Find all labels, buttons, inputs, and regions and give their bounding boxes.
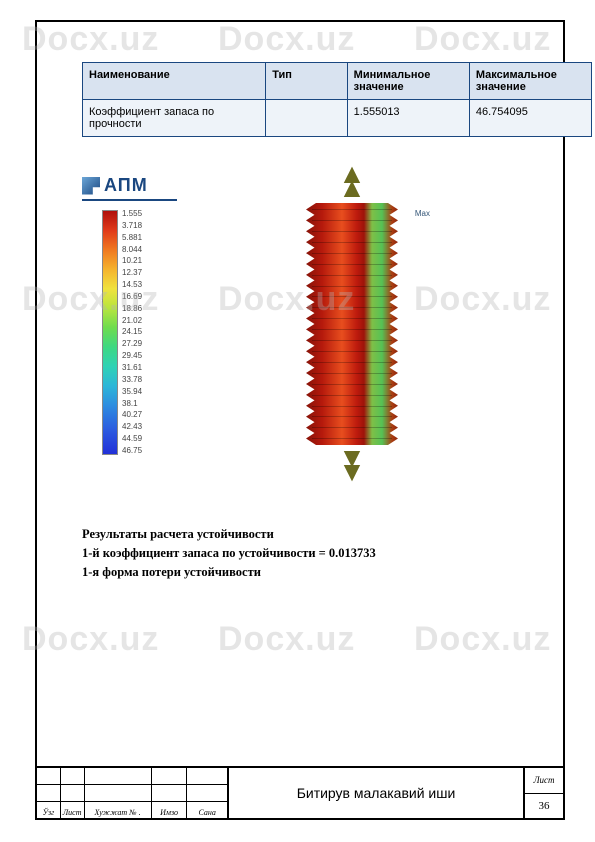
max-label: Max	[415, 209, 430, 218]
results-line3: 1-я форма потери устойчивости	[82, 563, 592, 582]
colorbar-tick: 14.53	[122, 281, 142, 289]
tb-sheet-label: Лист	[525, 768, 563, 794]
tb-right: Лист 36	[523, 768, 563, 818]
results-text: Результаты расчета устойчивости 1-й коэф…	[82, 525, 592, 581]
th-min: Минимальное значение	[347, 63, 469, 100]
colorbar-tick: 16.69	[122, 293, 142, 301]
colorbar-tick: 31.61	[122, 364, 142, 372]
cell-max: 46.754095	[469, 100, 591, 137]
title-block: Ўзг Лист Хужжат № . Имзо Сана Битирув ма…	[37, 766, 563, 818]
tb-lbl-1: Ўзг	[37, 802, 61, 818]
colorbar-gradient	[102, 210, 118, 455]
arrow-bottom-icon: ▼▼	[338, 451, 366, 479]
tb-lbl-5: Сана	[187, 802, 227, 818]
results-line2: 1-й коэффициент запаса по устойчивости =…	[82, 544, 592, 563]
colorbar-tick: 10.21	[122, 257, 142, 265]
apm-logo-text: АПМ	[104, 175, 148, 196]
tb-lbl-4: Имзо	[152, 802, 188, 818]
colorbar-tick: 35.94	[122, 388, 142, 396]
colorbar-tick: 27.29	[122, 340, 142, 348]
colorbar-tick: 42.43	[122, 423, 142, 431]
colorbar-tick: 12.37	[122, 269, 142, 277]
colorbar-tick: 18.86	[122, 305, 142, 313]
th-name: Наименование	[83, 63, 266, 100]
colorbar-tick: 44.59	[122, 435, 142, 443]
results-line1: Результаты расчета устойчивости	[82, 525, 592, 544]
cell-type	[266, 100, 347, 137]
table-row: Коэффициент запаса по прочности 1.555013…	[83, 100, 592, 137]
tb-left: Ўзг Лист Хужжат № . Имзо Сана	[37, 768, 229, 818]
tb-lbl-3: Хужжат № .	[85, 802, 152, 818]
content-area: Наименование Тип Минимальное значение Ма…	[82, 62, 592, 581]
apm-logo-icon	[82, 177, 100, 195]
colorbar-tick: 40.27	[122, 411, 142, 419]
safety-table: Наименование Тип Минимальное значение Ма…	[82, 62, 592, 137]
cell-min: 1.555013	[347, 100, 469, 137]
colorbar-tick: 8.044	[122, 246, 142, 254]
colorbar-tick: 38.1	[122, 400, 142, 408]
th-max: Максимальное значение	[469, 63, 591, 100]
th-type: Тип	[266, 63, 347, 100]
colorbar-tick: 29.45	[122, 352, 142, 360]
colorbar-tick: 33.78	[122, 376, 142, 384]
tb-title: Битирув малакавий иши	[229, 768, 523, 818]
colorbar-labels: 1.555 3.718 5.881 8.044 10.21 12.37 14.53 16.69…	[122, 210, 142, 455]
arrow-top-icon: ▲▲	[338, 167, 366, 195]
tb-lbl-2: Лист	[61, 802, 85, 818]
colorbar-tick: 24.15	[122, 328, 142, 336]
tb-sheet-no: 36	[525, 794, 563, 819]
cell-name: Коэффициент запаса по прочности	[83, 100, 266, 137]
apm-logo: АПМ	[82, 175, 148, 196]
spring-region: ▲▲ Max ▼▼	[292, 173, 412, 473]
colorbar-tick: 46.75	[122, 447, 142, 455]
page-frame: Наименование Тип Минимальное значение Ма…	[35, 20, 565, 820]
bellows	[302, 203, 402, 443]
colorbar: 1.555 3.718 5.881 8.044 10.21 12.37 14.53 16.69…	[102, 210, 142, 455]
colorbar-tick: 5.881	[122, 234, 142, 242]
colorbar-tick: 3.718	[122, 222, 142, 230]
colorbar-tick: 21.02	[122, 317, 142, 325]
fea-diagram: АПМ 1.5553.7185.8818.04410.2112.3714.531…	[82, 165, 592, 485]
apm-underline	[82, 199, 177, 201]
colorbar-tick: 1.555	[122, 210, 142, 218]
